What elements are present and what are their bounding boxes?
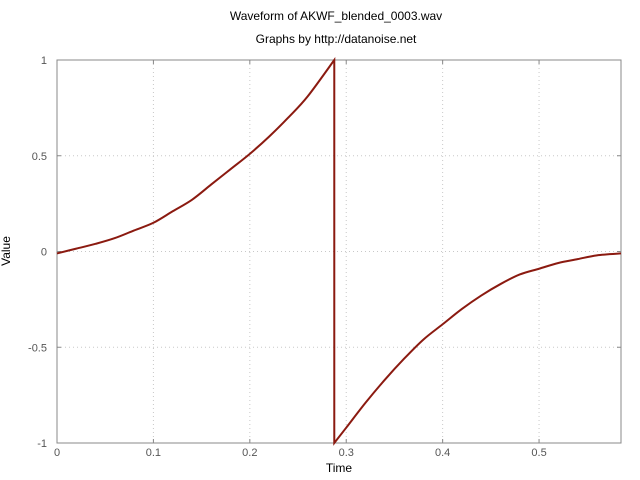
y-tick-label: -1: [37, 438, 47, 450]
x-tick-label: 0.3: [339, 447, 354, 459]
x-tick-label: 0.1: [146, 447, 161, 459]
y-tick-label: 1: [41, 55, 47, 67]
x-tick-label: 0.4: [435, 447, 450, 459]
x-tick-label: 0.5: [531, 447, 546, 459]
y-tick-label: -0.5: [28, 342, 47, 354]
chart-subtitle: Graphs by http://datanoise.net: [256, 32, 417, 46]
grid: [57, 59, 621, 443]
x-tick-label: 0.2: [242, 447, 257, 459]
series-layer: [56, 56, 622, 446]
y-tick-label: 0.5: [32, 151, 47, 163]
waveform-line: [56, 56, 622, 446]
y-axis-label: Value: [0, 236, 13, 266]
chart-title: Waveform of AKWF_blended_0003.wav: [230, 9, 442, 23]
x-tick-label: 0: [54, 447, 60, 459]
ticks: 0 0.1 0.2 0.3 0.4 0.5 1 0.5 0 -0.5 -1: [28, 55, 621, 459]
x-axis-label: Time: [326, 461, 353, 475]
y-tick-label: 0: [41, 247, 47, 259]
